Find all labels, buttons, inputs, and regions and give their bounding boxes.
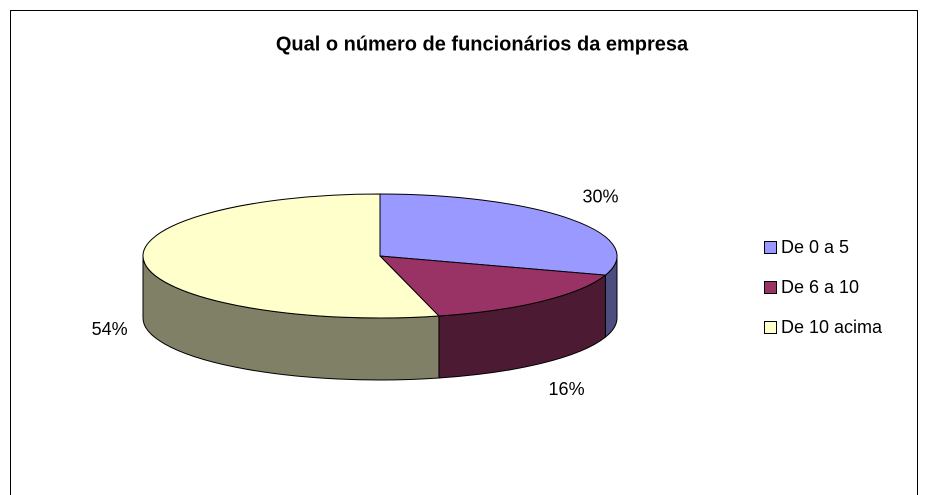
- legend-swatch: [764, 281, 777, 294]
- chart-title: Qual o número de funcionários da empresa: [276, 33, 689, 55]
- legend-swatch: [764, 241, 777, 254]
- legend-label: De 10 acima: [781, 317, 883, 337]
- data-label: 30%: [582, 186, 618, 206]
- slice: [142, 193, 441, 319]
- legend-label: De 0 a 5: [781, 237, 849, 257]
- data-label: 54%: [92, 319, 128, 339]
- legend-label: De 6 a 10: [781, 277, 859, 297]
- slice: [378, 255, 607, 317]
- legend-swatch: [764, 321, 777, 334]
- slice: [379, 193, 618, 276]
- data-label: 16%: [549, 379, 585, 399]
